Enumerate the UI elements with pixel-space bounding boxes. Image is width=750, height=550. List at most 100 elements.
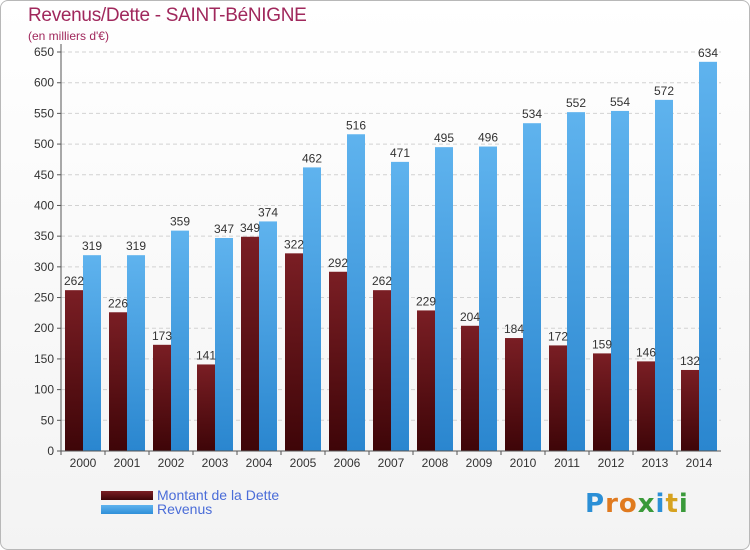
revenue-bar bbox=[83, 255, 101, 451]
debt-data-label: 349 bbox=[240, 221, 260, 235]
revenue-bar bbox=[127, 255, 145, 451]
revenue-data-label: 319 bbox=[126, 239, 146, 253]
logo-letter: i bbox=[678, 489, 689, 519]
y-tick-label: 150 bbox=[34, 352, 54, 366]
revenue-data-label: 534 bbox=[522, 107, 542, 121]
y-tick-label: 650 bbox=[34, 45, 54, 59]
debt-bar bbox=[461, 325, 479, 451]
debt-data-label: 262 bbox=[64, 274, 84, 288]
y-tick-label: 600 bbox=[34, 76, 54, 90]
debt-data-label: 173 bbox=[152, 329, 172, 343]
y-tick-label: 0 bbox=[47, 444, 54, 458]
y-tick-label: 100 bbox=[34, 383, 54, 397]
chart-legend: Montant de la Dette Revenus bbox=[101, 487, 280, 517]
legend-label-revenue: Revenus bbox=[157, 501, 213, 517]
revenue-data-label: 552 bbox=[566, 96, 586, 110]
debt-data-label: 292 bbox=[328, 256, 348, 270]
revenue-bar bbox=[435, 147, 453, 451]
debt-data-label: 132 bbox=[680, 354, 700, 368]
debt-data-label: 322 bbox=[284, 237, 304, 251]
revenue-data-label: 634 bbox=[698, 46, 718, 60]
legend-item-debt: Montant de la Dette bbox=[101, 487, 280, 503]
debt-bar bbox=[329, 271, 347, 451]
legend-swatch-debt bbox=[101, 490, 153, 500]
revenue-data-label: 496 bbox=[478, 131, 498, 145]
debt-bar bbox=[285, 253, 303, 451]
y-tick-label: 350 bbox=[34, 229, 54, 243]
x-tick-label: 2001 bbox=[114, 456, 141, 470]
legend-swatch-revenue bbox=[101, 504, 153, 514]
x-tick-label: 2013 bbox=[642, 456, 669, 470]
debt-bar bbox=[593, 353, 611, 451]
revenue-data-label: 471 bbox=[390, 146, 410, 160]
debt-bar bbox=[505, 338, 523, 451]
y-tick-label: 250 bbox=[34, 291, 54, 305]
revenue-data-label: 554 bbox=[610, 95, 630, 109]
revenue-bar bbox=[523, 123, 541, 452]
proxiti-logo: Proxiti bbox=[585, 489, 689, 519]
debt-bar bbox=[681, 369, 699, 451]
debt-bar bbox=[241, 236, 259, 451]
x-tick-label: 2003 bbox=[202, 456, 229, 470]
logo-letter: t bbox=[665, 489, 679, 519]
revenue-data-label: 516 bbox=[346, 118, 366, 132]
debt-data-label: 184 bbox=[504, 322, 524, 336]
x-tick-label: 2000 bbox=[70, 456, 97, 470]
revenue-bar bbox=[303, 167, 321, 451]
x-tick-label: 2005 bbox=[290, 456, 317, 470]
revenue-bar bbox=[699, 61, 717, 452]
revenue-bar bbox=[259, 221, 277, 451]
y-tick-label: 450 bbox=[34, 168, 54, 182]
debt-data-label: 159 bbox=[592, 337, 612, 351]
debt-bar bbox=[637, 361, 655, 451]
x-tick-label: 2010 bbox=[510, 456, 537, 470]
chart-subtitle: (en milliers d'€) bbox=[28, 29, 109, 43]
revenue-bar bbox=[215, 237, 233, 451]
y-tick-label: 50 bbox=[41, 413, 55, 427]
revenue-bar bbox=[567, 112, 585, 451]
revenue-data-label: 572 bbox=[654, 84, 674, 98]
revenue-bar bbox=[479, 146, 497, 452]
debt-data-label: 204 bbox=[460, 310, 480, 324]
debt-bar bbox=[549, 345, 567, 451]
y-tick-label: 500 bbox=[34, 137, 54, 151]
debt-bar bbox=[65, 290, 83, 451]
revenue-bar bbox=[611, 110, 629, 451]
debt-bar bbox=[109, 312, 127, 451]
debt-data-label: 262 bbox=[372, 274, 392, 288]
x-tick-label: 2009 bbox=[466, 456, 493, 470]
x-tick-label: 2008 bbox=[422, 456, 449, 470]
x-tick-label: 2011 bbox=[554, 456, 580, 470]
debt-bar bbox=[417, 310, 435, 451]
x-tick-label: 2006 bbox=[334, 456, 361, 470]
x-tick-label: 2002 bbox=[158, 456, 185, 470]
logo-letter: r bbox=[605, 489, 619, 519]
revenue-bar bbox=[655, 99, 673, 451]
chart-title: Revenus/Dette - SAINT-BéNIGNE bbox=[28, 5, 307, 26]
debt-data-label: 141 bbox=[196, 348, 216, 362]
logo-letter: i bbox=[655, 489, 666, 519]
debt-data-label: 229 bbox=[416, 294, 436, 308]
debt-bar bbox=[153, 344, 171, 451]
revenue-bar bbox=[171, 230, 189, 451]
debt-bar bbox=[373, 290, 391, 451]
debt-data-label: 226 bbox=[108, 296, 128, 310]
debt-data-label: 172 bbox=[548, 329, 568, 343]
logo-letter: P bbox=[585, 489, 606, 519]
x-tick-label: 2004 bbox=[246, 456, 273, 470]
revenue-data-label: 495 bbox=[434, 131, 454, 145]
y-tick-label: 400 bbox=[34, 198, 54, 212]
logo-letter: o bbox=[618, 489, 638, 519]
y-tick-label: 550 bbox=[34, 106, 54, 120]
revenue-bar bbox=[347, 134, 365, 452]
x-tick-label: 2012 bbox=[598, 456, 625, 470]
y-tick-label: 300 bbox=[34, 260, 54, 274]
legend-label-debt: Montant de la Dette bbox=[157, 487, 280, 503]
revenue-data-label: 319 bbox=[82, 239, 102, 253]
revenue-data-label: 462 bbox=[302, 151, 322, 165]
logo-letter: x bbox=[637, 489, 656, 519]
debt-data-label: 146 bbox=[636, 345, 656, 359]
x-tick-label: 2007 bbox=[378, 456, 405, 470]
